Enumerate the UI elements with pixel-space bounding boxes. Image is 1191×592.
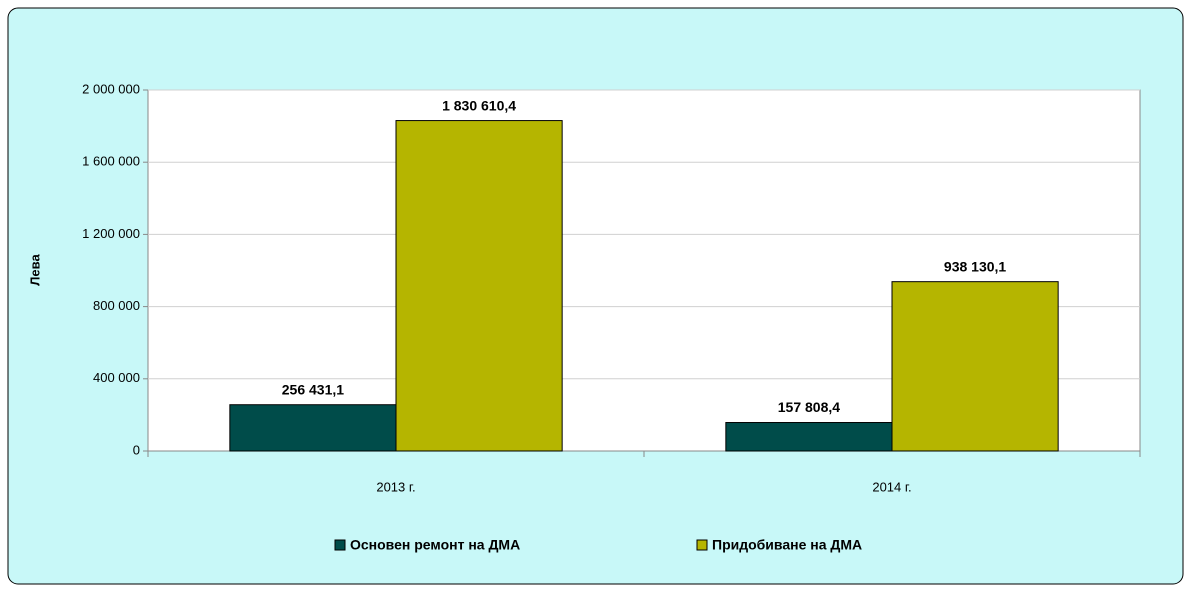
y-tick-label: 1 600 000	[82, 154, 140, 169]
legend-label: Основен ремонт на ДМА	[350, 537, 520, 553]
y-tick-label: 400 000	[93, 370, 140, 385]
bar	[229, 404, 397, 452]
value-label: 157 808,4	[778, 399, 840, 415]
value-label: 1 830 610,4	[442, 97, 516, 113]
legend-swatch	[334, 539, 346, 551]
legend-swatch	[696, 539, 708, 551]
y-tick-label: 2 000 000	[82, 81, 140, 96]
x-tick-label: 2013 г.	[376, 479, 415, 494]
legend-label: Придобиване на ДМА	[712, 537, 862, 553]
value-label: 938 130,1	[944, 258, 1006, 274]
y-tick-label: 800 000	[93, 298, 140, 313]
x-tick-label: 2014 г.	[872, 479, 911, 494]
y-tick-label: 0	[133, 442, 140, 457]
bar	[891, 281, 1059, 452]
y-tick-label: 1 200 000	[82, 226, 140, 241]
y-axis-label: Лева	[27, 254, 42, 286]
bar	[725, 422, 893, 452]
bar	[395, 120, 563, 452]
value-label: 256 431,1	[282, 381, 344, 397]
